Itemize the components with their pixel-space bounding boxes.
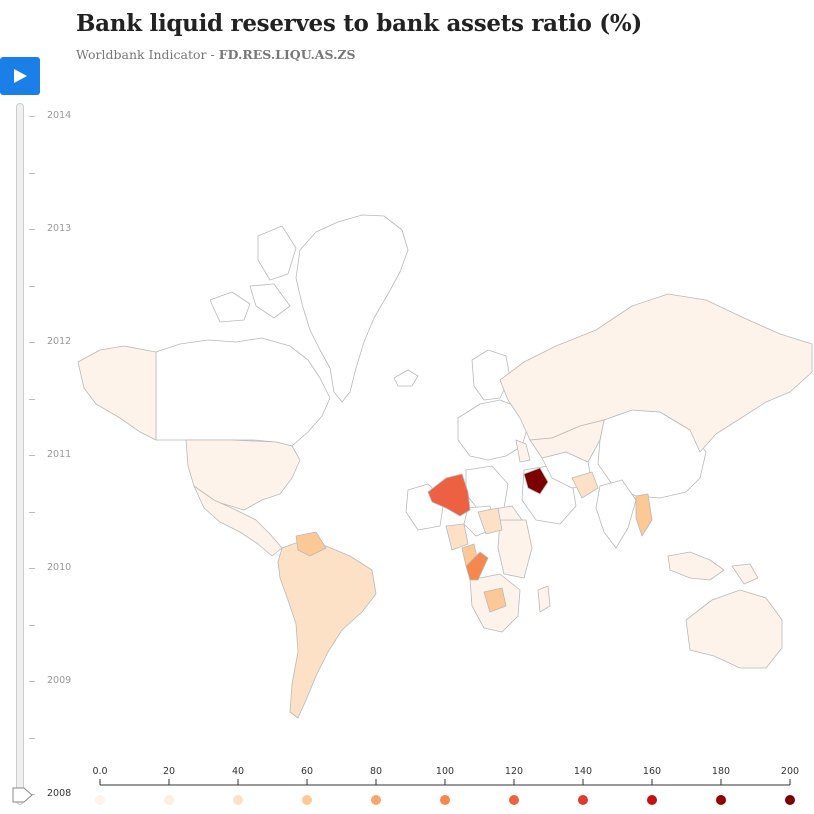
year-tick xyxy=(29,455,35,456)
chart-subtitle: Worldbank Indicator - FD.RES.LIQU.AS.ZS xyxy=(76,47,356,62)
legend-tick-label: 80 xyxy=(369,766,383,777)
kazakhstan xyxy=(529,419,605,463)
legend-swatch xyxy=(509,795,519,805)
play-icon xyxy=(14,69,27,83)
legend-swatch xyxy=(716,795,726,805)
legend-tick-label: 180 xyxy=(711,766,731,777)
madagascar xyxy=(537,585,551,613)
chart-title: Bank liquid reserves to bank assets rati… xyxy=(76,10,643,37)
year-label[interactable]: 2011 xyxy=(47,449,72,460)
mexico-central-america xyxy=(193,485,283,557)
year-half-tick xyxy=(29,398,35,400)
year-half-tick xyxy=(29,285,35,287)
subtitle-prefix: Worldbank Indicator - xyxy=(76,47,219,62)
legend-swatch xyxy=(302,795,312,805)
legend-swatch xyxy=(578,795,588,805)
year-tick xyxy=(29,568,35,569)
australia xyxy=(685,589,783,669)
papua-new-guinea xyxy=(731,563,759,585)
year-label[interactable]: 2013 xyxy=(47,223,72,234)
myanmar xyxy=(635,493,653,537)
legend-swatch xyxy=(785,795,795,805)
legend-tick-label: 20 xyxy=(162,766,176,777)
indicator-code: FD.RES.LIQU.AS.ZS xyxy=(218,47,356,62)
venezuela xyxy=(295,531,327,557)
legend-tick-label: 100 xyxy=(435,766,455,777)
greenland xyxy=(295,214,409,403)
year-half-tick xyxy=(29,737,35,739)
year-label[interactable]: 2009 xyxy=(47,675,72,686)
middle-east-small xyxy=(515,439,531,463)
nigeria xyxy=(445,523,469,551)
legend-tick-label: 60 xyxy=(300,766,314,777)
zambia xyxy=(483,587,507,613)
afghanistan xyxy=(571,471,599,499)
iceland xyxy=(393,369,419,387)
year-label[interactable]: 2008 xyxy=(47,788,72,799)
legend-tick-label: 160 xyxy=(642,766,662,777)
legend-tick-label: 0.0 xyxy=(92,766,108,777)
year-tick xyxy=(29,116,35,117)
congo xyxy=(465,551,489,581)
canada-arctic-islands-2 xyxy=(209,291,251,323)
year-tick xyxy=(29,229,35,230)
year-label[interactable]: 2012 xyxy=(47,336,72,347)
alaska xyxy=(77,345,157,441)
year-slider-handle[interactable] xyxy=(12,787,34,803)
legend-tick-label: 120 xyxy=(504,766,524,777)
legend-swatch xyxy=(647,795,657,805)
year-label[interactable]: 2010 xyxy=(47,562,72,573)
legend-swatch xyxy=(233,795,243,805)
south-america xyxy=(277,539,377,719)
year-half-tick xyxy=(29,624,35,626)
indonesia xyxy=(667,551,725,581)
play-button[interactable] xyxy=(0,57,40,95)
chad xyxy=(477,507,503,535)
year-half-tick xyxy=(29,511,35,513)
east-africa xyxy=(497,519,533,579)
year-tick xyxy=(29,342,35,343)
legend-swatch xyxy=(371,795,381,805)
legend-tick-label: 40 xyxy=(231,766,245,777)
algeria xyxy=(427,473,471,517)
year-slider-track[interactable] xyxy=(16,103,24,805)
legend-swatch xyxy=(95,795,105,805)
india xyxy=(595,479,637,549)
legend-tick-label: 200 xyxy=(780,766,800,777)
iraq xyxy=(523,467,549,495)
canada-arctic-islands xyxy=(257,225,297,281)
year-label[interactable]: 2014 xyxy=(47,110,72,121)
legend-tick-label: 140 xyxy=(573,766,593,777)
legend-swatch xyxy=(164,795,174,805)
legend-swatch xyxy=(440,795,450,805)
year-tick xyxy=(29,681,35,682)
year-half-tick xyxy=(29,172,35,174)
canada-arctic-islands-3 xyxy=(249,283,291,319)
